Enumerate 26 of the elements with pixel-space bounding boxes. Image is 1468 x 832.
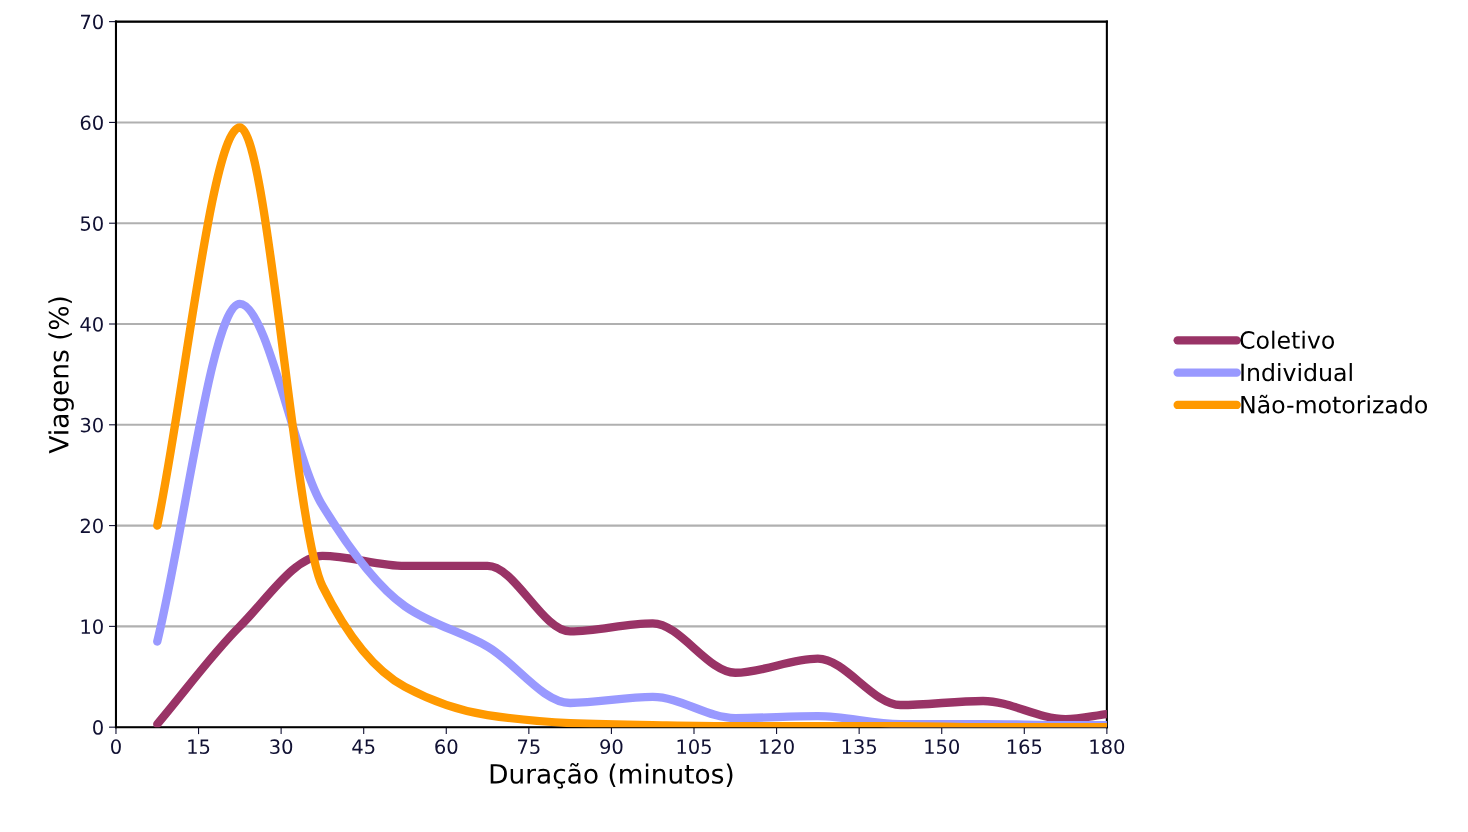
x-tick-label: 15 (188, 739, 210, 755)
x-tick-label: 120 (760, 739, 794, 755)
y-tick-label: 30 (80, 417, 103, 433)
y-tick-label: 20 (80, 518, 103, 534)
x-tick-label: 30 (270, 739, 293, 755)
x-tick-label: 165 (1007, 739, 1042, 755)
x-tick-label: 90 (600, 739, 623, 755)
y-tick-label: 10 (81, 619, 103, 635)
x-tick-label: 60 (435, 739, 458, 755)
x-tick-label: 135 (842, 739, 877, 755)
y-tick-label: 0 (93, 720, 103, 735)
x-tick-label: 180 (1090, 739, 1125, 755)
x-tick-label: 105 (677, 739, 711, 755)
legend-label: Individual (1241, 362, 1352, 382)
legend-label: Não-motorizado (1241, 394, 1428, 414)
x-tick-label: 45 (352, 739, 375, 755)
x-tick-label: 75 (518, 739, 540, 755)
x-axis-title: Duração (minutos) (490, 762, 733, 789)
x-tick-label: 0 (111, 739, 121, 755)
legend-label: Coletivo (1240, 330, 1335, 349)
y-tick-label: 70 (81, 14, 103, 30)
y-tick-label: 60 (80, 115, 103, 131)
y-tick-label: 50 (80, 216, 103, 231)
x-tick-label: 150 (925, 739, 959, 755)
y-axis-title: Viagens (%) (48, 297, 74, 454)
y-tick-label: 40 (80, 316, 103, 332)
